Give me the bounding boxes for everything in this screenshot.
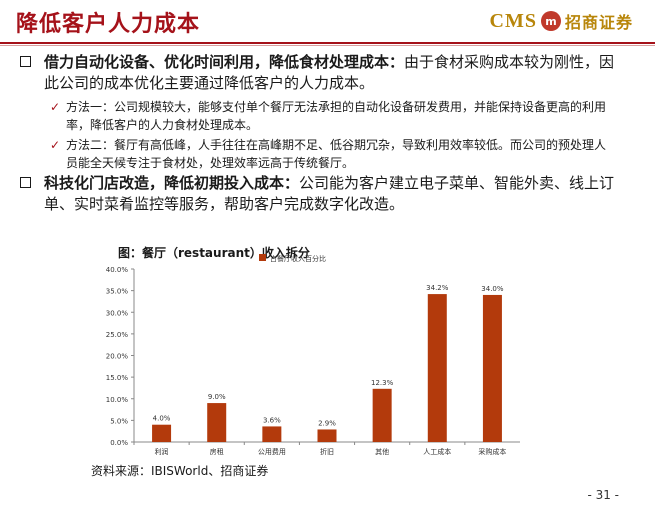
revenue-breakdown-chart: 0.0% 5.0% 10.0% 15.0% 20.0% 25.0% 30.0% 35.0% 40…	[106, 254, 520, 456]
y-tick-label: 20.0%	[106, 353, 129, 361]
y-tick-label: 0.0%	[110, 439, 128, 447]
slide-header: 降低客户人力成本 CMS m 招商证券	[0, 0, 655, 44]
x-tick-label: 房租	[210, 447, 224, 456]
checkmark-icon: ✓	[50, 100, 61, 114]
bullet-2: 科技化门店改造，降低初期投入成本：公司能为客户建立电子菜单、智能外卖、线上订单、…	[20, 173, 622, 215]
subpoint-2: ✓ 方法二：餐厅有高低峰，人手往往在高峰期不足、低谷期冗杂，导致利用效率较低。而…	[50, 136, 616, 172]
square-bullet-icon	[20, 56, 31, 67]
bar	[262, 426, 282, 442]
logo-name-text: 招商证券	[564, 13, 633, 32]
header-rule	[0, 42, 655, 44]
x-tick-label: 其他	[375, 447, 389, 456]
bar-value-label: 3.6%	[263, 416, 281, 424]
subpoint-2-text: 方法二：餐厅有高低峰，人手往往在高峰期不足、低谷期冗杂，导致利用效率较低。而公司…	[66, 138, 607, 170]
checkmark-icon: ✓	[50, 138, 61, 152]
bar	[317, 429, 337, 442]
y-tick-label: 25.0%	[106, 331, 129, 339]
bar-value-label: 12.3%	[371, 379, 394, 387]
bar	[482, 294, 502, 442]
y-tick-label: 30.0%	[106, 309, 129, 317]
x-tick-label: 利润	[155, 447, 169, 456]
source-note: 资料来源：IBISWorld、招商证券	[91, 464, 269, 478]
y-tick-label: 5.0%	[110, 417, 128, 425]
bar	[207, 403, 227, 442]
x-tick-label: 采购成本	[478, 447, 506, 456]
y-tick-label: 40.0%	[106, 266, 129, 274]
bar-value-label: 34.2%	[426, 284, 449, 292]
x-tick-label: 折旧	[320, 447, 334, 456]
bar-value-label: 9.0%	[208, 393, 226, 401]
legend-label: 占餐厅收入百分比	[270, 254, 326, 263]
bullet-1-text: 由于食材采购成本较为刚性，因此公司的成本优化主要通过降低客户的人力成本。	[44, 53, 615, 92]
bullet-2-heading: 科技化门店改造，降低初期投入成本：	[44, 174, 300, 192]
logo-seal-icon: m	[540, 11, 561, 31]
page-number: - 31 -	[587, 488, 619, 502]
logo-cms-text: CMS	[489, 9, 537, 32]
subpoint-1: ✓ 方法一：公司规模较大，能够支付单个餐厅无法承担的自动化设备研发费用，并能保持…	[50, 98, 616, 134]
bullet-1: 借力自动化设备、优化时间利用，降低食材处理成本：由于食材采购成本较为刚性，因此公…	[20, 52, 622, 94]
square-bullet-icon	[20, 177, 31, 188]
bar-value-label: 4.0%	[153, 415, 171, 423]
bar	[427, 294, 447, 442]
header-rule-thin	[0, 45, 655, 46]
x-tick-label: 公用费用	[258, 447, 286, 456]
bar-value-label: 2.9%	[318, 419, 336, 427]
company-logo: CMS m 招商证券	[490, 8, 633, 34]
bar-value-label: 34.0%	[481, 285, 504, 293]
bar	[372, 388, 392, 442]
x-tick-label: 人工成本	[423, 447, 451, 456]
subpoint-1-text: 方法一：公司规模较大，能够支付单个餐厅无法承担的自动化设备研发费用，并能保持设备…	[66, 100, 607, 132]
y-tick-label: 15.0%	[106, 374, 129, 382]
bar	[152, 424, 172, 442]
y-tick-label: 35.0%	[106, 288, 129, 296]
legend-swatch	[259, 254, 266, 261]
bullet-2-text: 公司能为客户建立电子菜单、智能外卖、线上订单、实时菜肴监控等服务，帮助客户完成数…	[44, 174, 615, 213]
y-tick-label: 10.0%	[106, 396, 129, 404]
page-title: 降低客户人力成本	[16, 12, 201, 37]
bullet-1-heading: 借力自动化设备、优化时间利用，降低食材处理成本：	[44, 53, 405, 71]
